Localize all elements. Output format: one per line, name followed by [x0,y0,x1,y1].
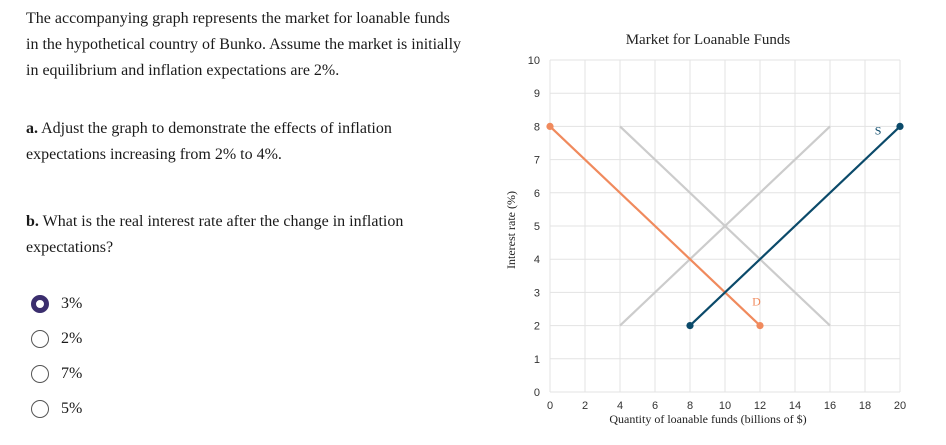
x-tick-label: 12 [754,400,766,412]
x-tick-label: 18 [859,400,871,412]
x-tick-label: 14 [789,400,801,412]
supply-endpoint-handle[interactable] [686,322,694,330]
option-3-percent[interactable]: 3% [31,286,82,321]
option-label: 3% [61,294,83,312]
option-label: 2% [61,329,83,347]
y-tick-label: 6 [534,188,540,200]
supply-endpoint-handle[interactable] [896,122,904,130]
x-tick-label: 2 [582,400,588,412]
y-tick-label: 7 [534,155,540,167]
option-label: 5% [61,399,83,417]
answer-options: 3% 2% 7% 5% [31,286,82,426]
option-7-percent[interactable]: 7% [31,356,82,391]
y-tick-label: 5 [534,221,540,233]
option-2-percent[interactable]: 2% [31,321,82,356]
supply-line[interactable] [689,125,901,327]
part-a: a. Adjust the graph to demonstrate the e… [26,116,466,168]
part-a-label: a. [26,120,38,137]
x-tick-label: 8 [687,400,693,412]
option-5-percent[interactable]: 5% [31,391,82,426]
supply-curve-label: S [875,124,882,138]
x-tick-label: 6 [652,400,658,412]
x-axis-title: Quantity of loanable funds (billions of … [609,412,806,426]
y-tick-label: 10 [528,55,540,67]
chart-lines[interactable]: DS [546,122,904,330]
y-tick-label: 3 [534,287,540,299]
part-a-text: Adjust the graph to demonstrate the effe… [26,120,392,163]
part-b-label: b. [26,213,39,230]
y-tick-label: 9 [534,88,540,100]
chart-grid [549,59,901,393]
chart-title: Market for Loanable Funds [626,32,791,48]
y-tick-label: 8 [534,121,540,133]
radio-button[interactable] [31,399,49,418]
y-tick-label: 0 [534,387,540,399]
y-tick-label: 1 [534,354,540,366]
y-axis-title: Interest rate (%) [504,191,518,269]
y-tick-label: 4 [534,254,540,266]
radio-button[interactable] [31,294,49,313]
x-tick-label: 20 [894,400,906,412]
demand-endpoint-handle[interactable] [546,122,554,130]
x-tick-label: 16 [824,400,836,412]
x-tick-label: 4 [617,400,623,412]
radio-button[interactable] [31,364,49,383]
x-tick-label: 0 [547,400,553,412]
radio-button[interactable] [31,329,49,348]
original-demand-line [619,125,831,327]
demand-curve-label: D [752,295,761,309]
demand-endpoint-handle[interactable] [756,322,764,330]
x-tick-label: 10 [719,400,731,412]
part-b-text: What is the real interest rate after the… [26,213,404,256]
part-b: b. What is the real interest rate after … [26,209,466,261]
question-intro: The accompanying graph represents the ma… [26,10,462,79]
option-label: 7% [61,364,83,382]
y-tick-label: 2 [534,321,540,333]
